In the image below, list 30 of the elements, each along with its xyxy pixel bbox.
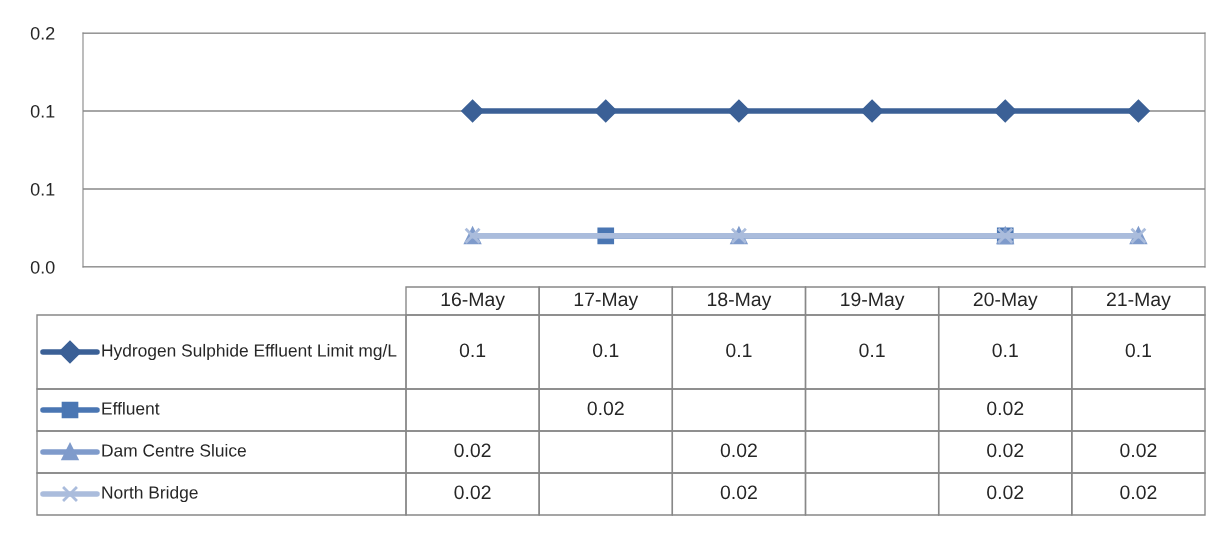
data-label: 0.02 — [720, 443, 757, 458]
y-tick-label: 0.0 — [30, 260, 55, 274]
data-label: 0.02 — [987, 485, 1024, 500]
data-label: 0.02 — [720, 485, 757, 500]
x-tick-label: 17-May — [574, 292, 639, 311]
data-label: 0.02 — [454, 443, 491, 458]
x-tick-label: 16-May — [441, 292, 505, 311]
data-label: 0.1 — [459, 343, 486, 358]
data-label: 0.1 — [726, 343, 752, 358]
data-label: 0.02 — [454, 485, 491, 500]
x-tick-label: 20-May — [973, 292, 1038, 311]
legend-label: Effluent — [102, 401, 160, 415]
legend-label: Dam Centre Sluice — [102, 443, 246, 457]
data-label: 0.1 — [992, 343, 1018, 358]
x-tick-label: 19-May — [841, 292, 905, 311]
x-tick-label: 18-May — [707, 292, 772, 311]
legend-label: Hydrogen Sulphide Effluent Limit mg/L — [102, 343, 397, 361]
y-tick-label: 0.1 — [30, 104, 55, 118]
data-label: 0.1 — [859, 343, 885, 358]
y-tick-label: 0.2 — [30, 26, 55, 40]
legend-label: North Bridge — [102, 485, 198, 503]
data-label: 0.1 — [593, 343, 619, 358]
y-tick-label: 0.1 — [30, 182, 55, 196]
data-label: 0.02 — [987, 401, 1024, 416]
x-tick-label: 21-May — [1106, 292, 1171, 311]
data-label: 0.02 — [587, 401, 624, 416]
data-label: 0.02 — [987, 443, 1024, 458]
data-label: 0.02 — [1120, 485, 1157, 500]
data-label: 0.1 — [1125, 343, 1151, 358]
data-label: 0.02 — [1120, 443, 1157, 458]
